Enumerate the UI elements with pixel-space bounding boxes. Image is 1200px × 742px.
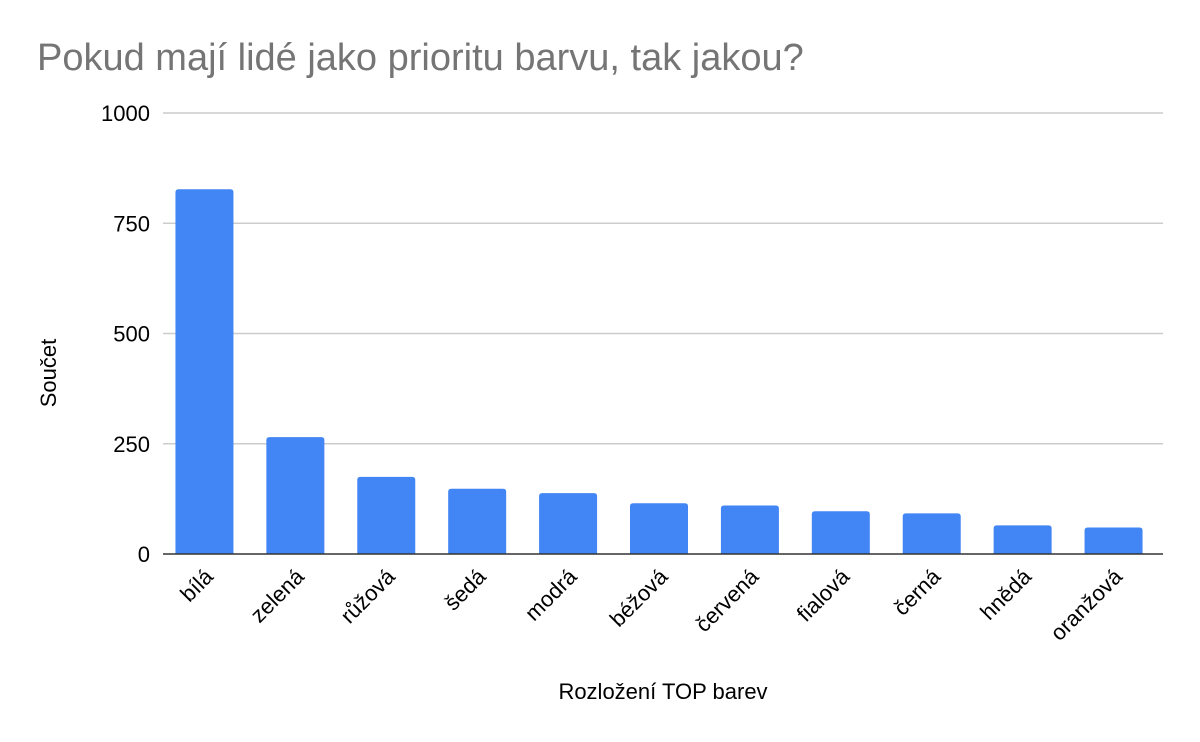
x-tick-label: modrá — [520, 563, 582, 625]
y-tick-label: 500 — [113, 322, 150, 347]
y-axis-ticks: 0 250 500 750 1000 — [101, 101, 150, 567]
x-tick-label: hnědá — [975, 563, 1036, 624]
bar-0 — [175, 189, 234, 554]
bar-3 — [448, 488, 507, 554]
x-axis-title: Rozložení TOP barev — [558, 679, 767, 704]
y-axis-title: Součet — [36, 339, 61, 408]
bar-7 — [811, 511, 870, 554]
y-tick-label: 0 — [138, 542, 150, 567]
y-tick-label: 1000 — [101, 101, 150, 126]
y-tick-label: 250 — [113, 432, 150, 457]
bar-6 — [720, 505, 779, 554]
x-tick-label: bílá — [175, 563, 218, 606]
x-tick-label: oranžová — [1045, 563, 1127, 645]
bars — [175, 189, 1143, 554]
x-tick-label: zelená — [245, 563, 309, 627]
chart-title: Pokud mají lidé jako prioritu barvu, tak… — [37, 37, 804, 79]
bar-4 — [539, 493, 598, 554]
x-tick-label: červená — [690, 563, 764, 637]
x-tick-label: fialová — [792, 563, 855, 626]
bar-5 — [630, 503, 688, 554]
gridlines — [163, 112, 1163, 445]
x-axis-ticks: bílá zelená růžová šedá modrá béžová červená fi… — [175, 563, 1127, 645]
x-tick-label: šedá — [439, 563, 491, 615]
x-tick-label: béžová — [605, 563, 673, 631]
bar-2 — [357, 476, 416, 554]
bar-8 — [902, 513, 961, 554]
bar-9 — [993, 525, 1052, 554]
bar-10 — [1084, 527, 1143, 554]
x-tick-label: černá — [889, 563, 946, 620]
y-tick-label: 750 — [113, 211, 150, 236]
x-tick-label: růžová — [335, 563, 400, 628]
bar-1 — [266, 437, 325, 554]
